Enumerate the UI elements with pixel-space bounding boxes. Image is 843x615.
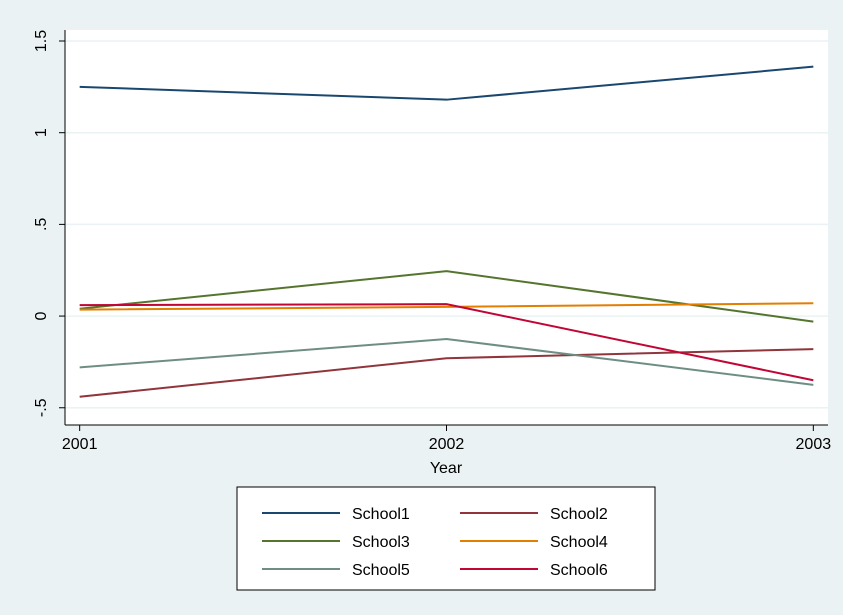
legend-label: School6 bbox=[550, 562, 608, 579]
legend-label: School4 bbox=[550, 534, 608, 551]
y-tick-label: -.5 bbox=[33, 398, 50, 417]
y-tick-label: 1 bbox=[33, 128, 50, 137]
y-tick-label: 1.5 bbox=[33, 30, 50, 52]
y-tick-label: .5 bbox=[33, 218, 50, 231]
line bbox=[79, 303, 814, 382]
line bbox=[79, 65, 814, 101]
x-tick-label: 2001 bbox=[62, 436, 98, 453]
legend-label: School5 bbox=[352, 562, 410, 579]
line bbox=[79, 337, 814, 386]
legend-label: School2 bbox=[550, 506, 608, 523]
legend-label: School1 bbox=[352, 506, 410, 523]
x-axis-label: Year bbox=[430, 460, 463, 477]
y-tick-label: 0 bbox=[33, 312, 50, 321]
x-tick-label: 2003 bbox=[796, 436, 832, 453]
line bbox=[79, 348, 814, 398]
plot-area bbox=[65, 30, 828, 425]
legend bbox=[236, 486, 656, 591]
x-tick-label: 2002 bbox=[429, 436, 465, 453]
legend-label: School3 bbox=[352, 534, 410, 551]
line bbox=[79, 302, 814, 311]
